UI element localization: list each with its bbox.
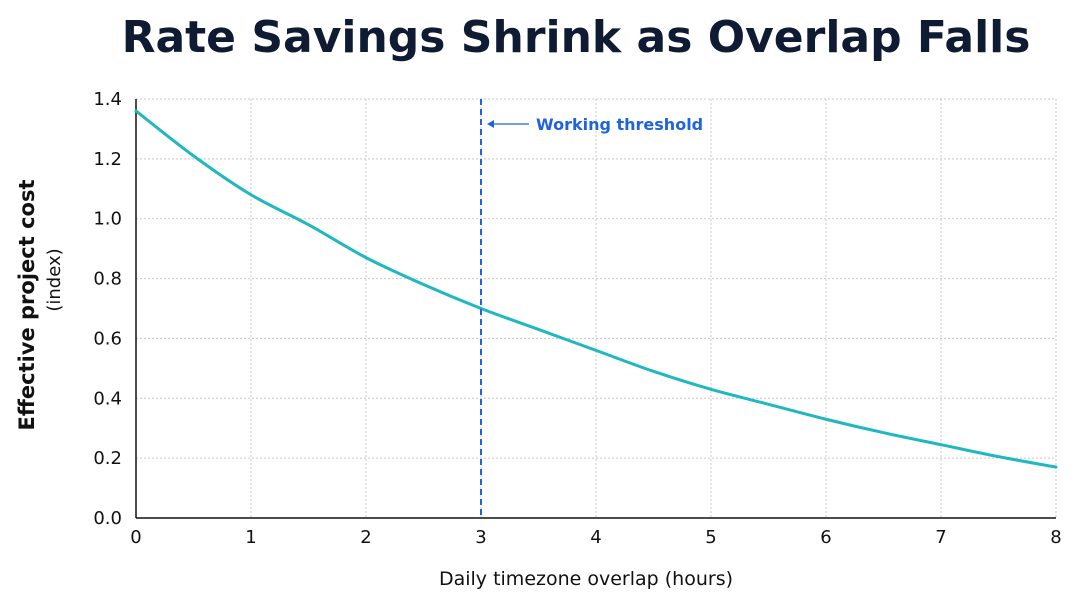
y-tick-label: 0.0 <box>93 508 122 529</box>
x-tick-label: 4 <box>590 527 601 548</box>
y-tick-label: 0.8 <box>93 269 122 290</box>
x-tick-label: 7 <box>935 527 946 548</box>
grid <box>136 98 1057 518</box>
y-axis-label: Effective project cost <box>15 180 39 431</box>
y-tick-label: 1.4 <box>93 89 122 110</box>
series-layer <box>134 109 1058 469</box>
chart-title: Rate Savings Shrink as Overlap Falls <box>122 12 1031 63</box>
y-axis-sublabel: (index) <box>44 248 65 311</box>
x-tick-label: 2 <box>360 527 371 548</box>
y-tick-label: 0.6 <box>93 328 122 349</box>
x-axis-label: Daily timezone overlap (hours) <box>439 568 733 590</box>
threshold-label: Working threshold <box>536 115 703 134</box>
series-line <box>134 109 1058 469</box>
y-axis-label-group: Effective project cost (index) <box>15 180 65 431</box>
x-tick-labels: 0 1 2 3 4 5 6 7 8 <box>130 527 1061 548</box>
y-tick-labels: 0.0 0.2 0.4 0.6 0.8 1.0 1.2 1.4 <box>93 89 122 529</box>
x-tick-label: 5 <box>705 527 716 548</box>
annotations: Working threshold <box>480 99 703 518</box>
y-tick-label: 1.2 <box>93 149 122 170</box>
x-tick-label: 6 <box>820 527 831 548</box>
y-tick-label: 0.2 <box>93 448 122 469</box>
x-tick-label: 3 <box>475 527 486 548</box>
y-tick-label: 1.0 <box>93 209 122 230</box>
y-tick-label: 0.4 <box>93 388 122 409</box>
axes <box>135 99 1056 519</box>
x-tick-label: 8 <box>1050 527 1061 548</box>
x-tick-label: 1 <box>245 527 256 548</box>
threshold-arrow-head <box>487 120 494 128</box>
x-tick-label: 0 <box>130 527 141 548</box>
